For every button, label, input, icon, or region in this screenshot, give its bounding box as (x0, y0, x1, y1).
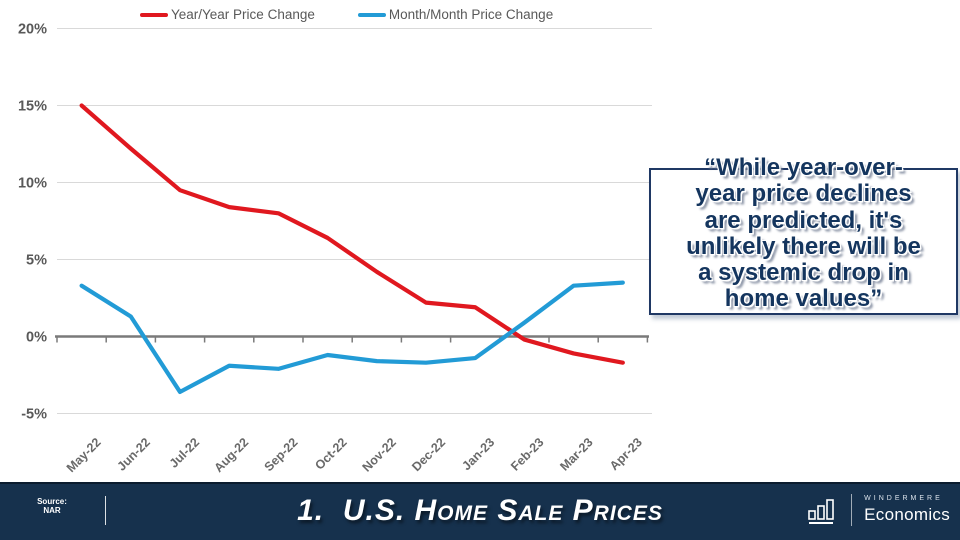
brand-name: WINDERMERE (864, 495, 943, 502)
x-tick-label: Jul-22 (167, 435, 202, 470)
brand-text: WINDERMERE Economics (864, 495, 950, 525)
quote-line: are predicted, it's (704, 206, 903, 234)
bar-chart-icon (808, 499, 834, 524)
y-tick-label: -5% (21, 407, 47, 423)
x-tick-label: Nov-22 (360, 435, 399, 474)
quote-line: “While year-over- (704, 154, 903, 181)
chart-legend: Year/Year Price Change Month/Month Price… (140, 7, 553, 22)
x-tick-label: Jun-22 (115, 435, 153, 473)
page-title: 1. U.S. Home Sale Prices (297, 494, 663, 527)
quote-line: unlikely there will be (686, 232, 921, 260)
series-line-0 (79, 103, 625, 365)
y-tick-label: 10% (18, 176, 47, 192)
y-tick-label: 20% (18, 22, 47, 38)
legend-label-yoy: Year/Year Price Change (171, 7, 315, 22)
footer-bar: Source: NAR 1. U.S. Home Sale Prices WIN… (0, 482, 960, 540)
legend-label-mom: Month/Month Price Change (388, 7, 554, 22)
brand-product: Economics (864, 505, 950, 524)
quote-line: year price declines (695, 180, 912, 208)
mom-line-swatch (357, 12, 386, 17)
series-line-1 (79, 280, 625, 395)
legend-item-mom: Month/Month Price Change (357, 7, 554, 22)
legend-item-yoy: Year/Year Price Change (140, 7, 315, 22)
footer-divider (105, 496, 106, 525)
quote-line: a systemic drop in (698, 259, 909, 287)
quote-box: “While year-over- year price declines ar… (649, 154, 958, 315)
x-tick-label: Oct-22 (312, 435, 349, 472)
x-tick-label: Sep-22 (262, 435, 301, 474)
quote-line: home values” (724, 285, 883, 313)
x-tick-label: Aug-22 (211, 435, 251, 475)
windermere-logo: WINDERMERE Economics (805, 493, 950, 527)
x-tick-label: Apr-23 (607, 435, 645, 473)
quote-text: “While year-over- year price declines ar… (639, 154, 960, 313)
x-tick-label: Jan-23 (459, 435, 497, 473)
x-tick-label: May-22 (64, 435, 104, 475)
source-label: Source: (37, 497, 67, 506)
x-tick-label: Feb-23 (508, 435, 546, 473)
yoy-line-swatch (140, 12, 168, 17)
x-tick-label: Mar-23 (557, 435, 595, 473)
price-change-line-chart: 20% 15% 10% 5% 0% -5% May-22 Jun-22 Jul-22 Aug-22… (18, 22, 652, 475)
x-tick-label: Dec-22 (409, 435, 448, 474)
source-value: NAR (43, 506, 61, 515)
logo-divider (851, 494, 853, 526)
source-note: Source: NAR (26, 497, 78, 515)
y-tick-label: 15% (18, 99, 47, 115)
y-tick-label: 0% (26, 330, 47, 346)
y-tick-label: 5% (26, 253, 47, 269)
